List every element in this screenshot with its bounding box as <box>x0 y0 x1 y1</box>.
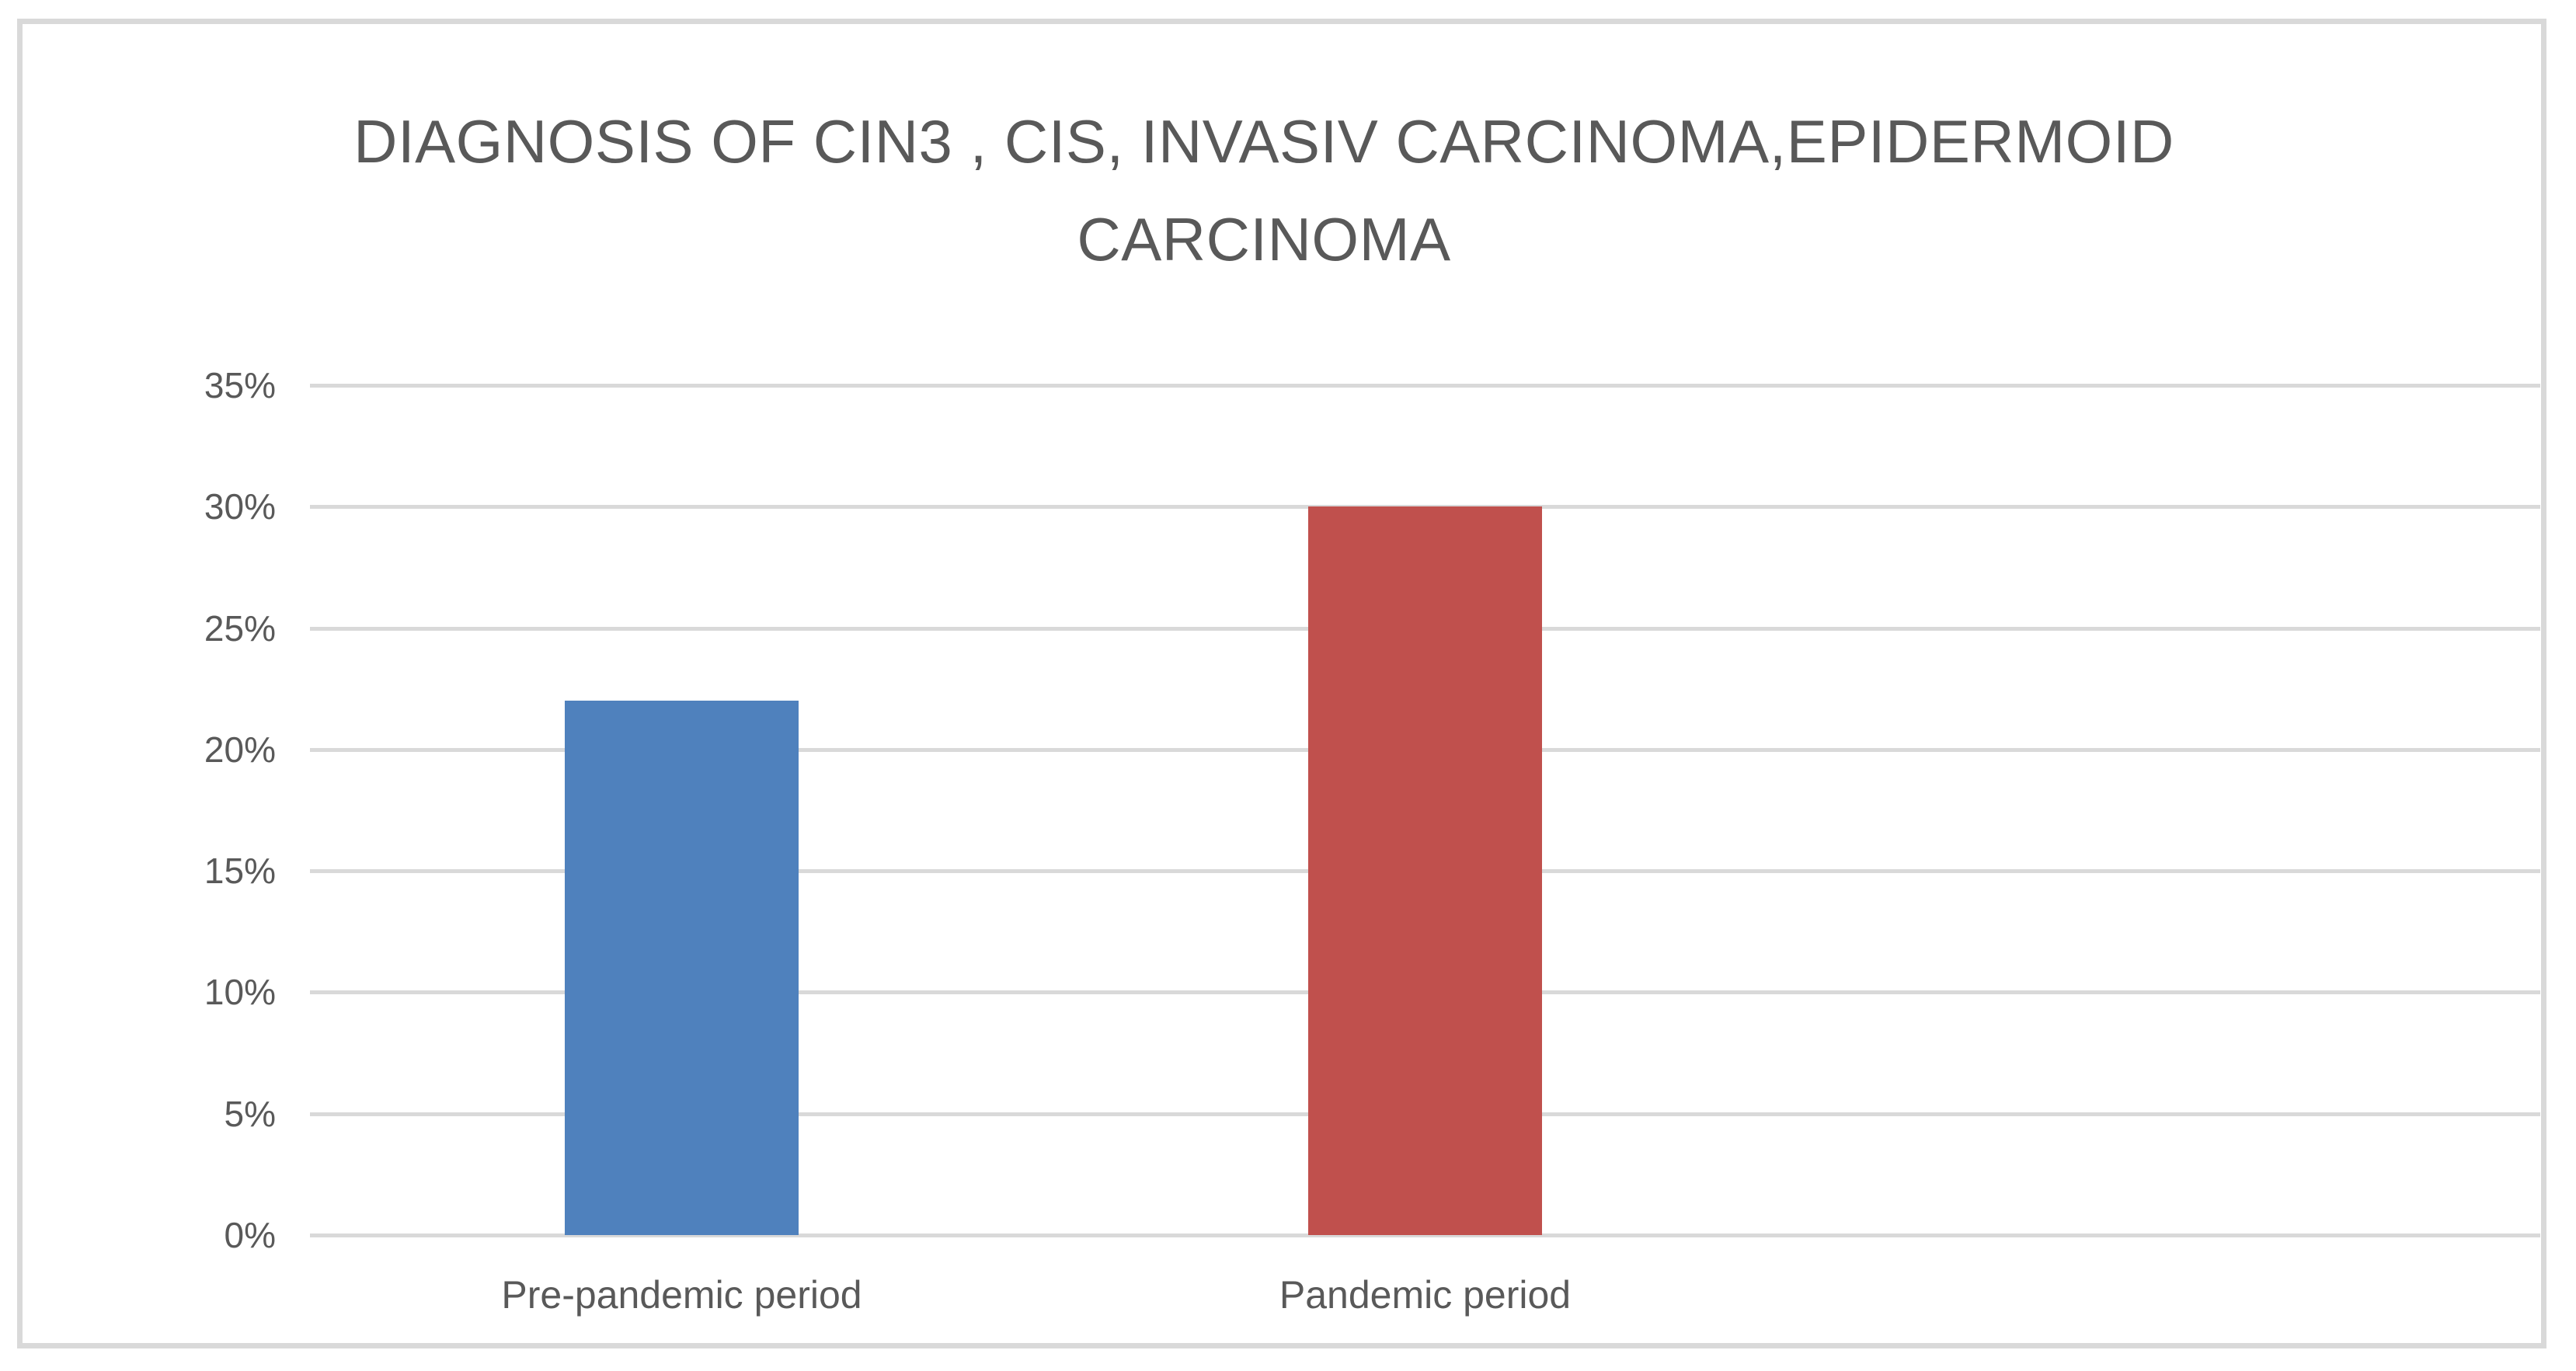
y-axis-tick-labels: 35% 30% 25% 20% 15% 10% 5% 0% <box>109 367 276 1253</box>
plot-area: Pre-pandemic period Pandemic period <box>310 384 2540 1314</box>
y-tick-label: 0% <box>224 1215 276 1255</box>
chart-title-line-2: CARCINOMA <box>1077 205 1451 273</box>
category-label-pandemic-period: Pandemic period <box>1279 1273 1572 1317</box>
y-tick-label: 20% <box>204 729 276 770</box>
y-tick-label: 35% <box>204 365 276 405</box>
category-label-pre-pandemic-period: Pre-pandemic period <box>501 1273 862 1317</box>
bar-pre-pandemic-period <box>565 701 799 1235</box>
chart-title: DIAGNOSIS OF CIN3 , CIS, INVASIV CARCINO… <box>23 92 2505 288</box>
y-tick-label: 5% <box>224 1093 276 1134</box>
y-tick-label: 30% <box>204 486 276 527</box>
y-gridline <box>310 384 2540 388</box>
bar-pandemic-period <box>1308 506 1542 1235</box>
chart-frame: DIAGNOSIS OF CIN3 , CIS, INVASIV CARCINO… <box>17 19 2546 1348</box>
y-tick-label: 25% <box>204 607 276 649</box>
y-tick-label: 10% <box>204 972 276 1013</box>
y-tick-label: 15% <box>204 851 276 892</box>
y-gridline <box>310 1234 2540 1237</box>
chart-title-line-1: DIAGNOSIS OF CIN3 , CIS, INVASIV CARCINO… <box>353 107 2174 176</box>
